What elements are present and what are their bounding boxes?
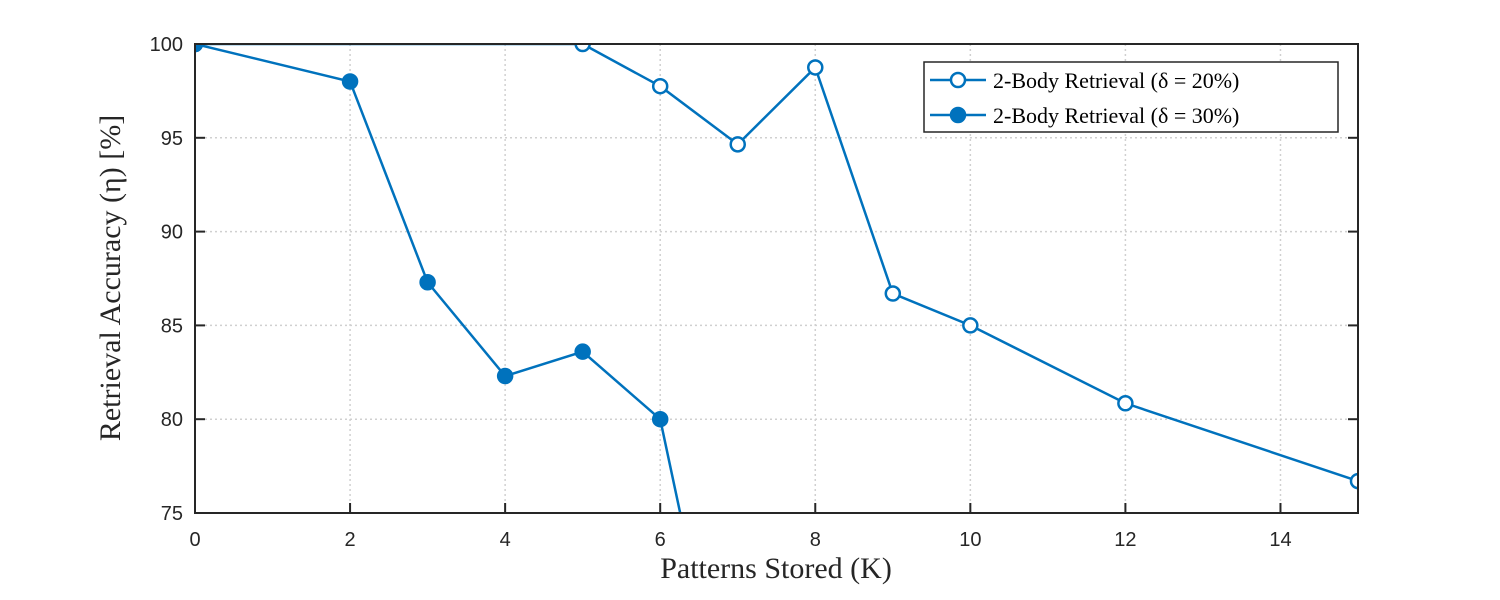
axes-box — [194, 43, 1359, 514]
data-point — [651, 77, 669, 95]
plot-area — [195, 44, 1358, 513]
data-point — [1117, 395, 1134, 412]
legend-label: 2-Body Retrieval (δ = 30%) — [993, 103, 1239, 128]
y-tick-label: 90 — [161, 222, 183, 244]
x-tick-label: 14 — [1269, 529, 1291, 551]
data-point — [729, 136, 746, 153]
x-tick-label: 2 — [345, 529, 356, 551]
legend-label: 2-Body Retrieval (δ = 20%) — [993, 68, 1239, 93]
x-tick-label: 6 — [655, 529, 666, 551]
legend: 2-Body Retrieval (δ = 20%) 2-Body Retriev… — [923, 61, 1339, 133]
data-point — [574, 44, 591, 53]
data-point — [195, 44, 204, 53]
x-tick-label: 4 — [500, 529, 511, 551]
data-point — [574, 343, 591, 360]
data-point — [651, 410, 669, 428]
x-tick-label: 10 — [959, 529, 981, 551]
x-tick-label: 8 — [810, 529, 821, 551]
y-tick-label: 75 — [161, 503, 183, 525]
data-point — [419, 274, 436, 291]
y-axis-label: Retrieval Accuracy (η) [%] — [94, 115, 127, 441]
legend-marker — [949, 106, 967, 124]
y-tick-label: 85 — [161, 315, 183, 337]
data-point — [341, 73, 359, 90]
y-tick-label: 95 — [161, 128, 183, 150]
data-point — [807, 59, 824, 76]
x-tick-label: 0 — [189, 529, 200, 551]
data-point — [962, 317, 979, 334]
y-tick-label: 100 — [150, 34, 183, 56]
y-tick-label: 80 — [161, 409, 183, 431]
x-axis-label: Patterns Stored (K) — [660, 552, 892, 585]
data-point — [496, 367, 514, 385]
ticks: 0 2 4 6 8 10 12 14 75 80 85 90 95 100 — [150, 34, 1358, 551]
x-tick-label: 12 — [1114, 529, 1136, 551]
legend-box — [923, 61, 1339, 133]
legend-marker — [949, 71, 967, 89]
data-point — [884, 285, 902, 302]
series-line — [195, 44, 682, 513]
data-point — [1349, 472, 1358, 490]
